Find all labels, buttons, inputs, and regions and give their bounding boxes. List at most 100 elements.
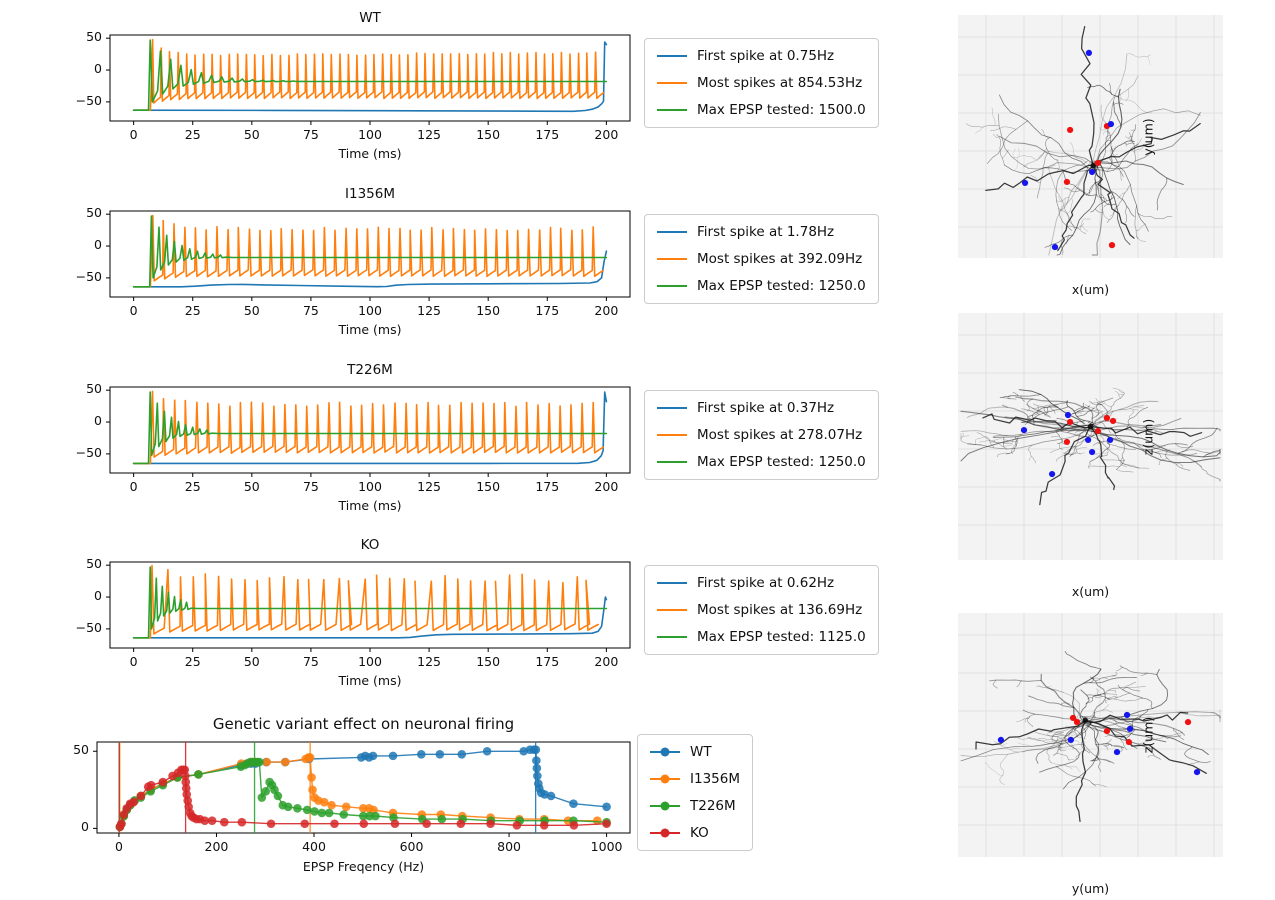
legend-item: Most spikes at 136.69Hz — [657, 602, 866, 618]
legend-wt: First spike at 0.75Hz Most spikes at 854… — [644, 38, 879, 128]
x-tick-label: 200 — [594, 654, 619, 669]
x-tick-label: 50 — [243, 127, 260, 142]
x-axis-label: Time (ms) — [338, 322, 402, 337]
legend-label: Most spikes at 854.53Hz — [697, 75, 863, 91]
legend-label: WT — [690, 744, 712, 760]
x-tick-label: 200 — [594, 303, 619, 318]
legend-label: Most spikes at 278.07Hz — [697, 427, 863, 443]
x-tick-label: 0 — [114, 839, 123, 854]
x-tick-label: 150 — [476, 654, 501, 669]
legend-ko: First spike at 0.62Hz Most spikes at 136… — [644, 565, 879, 655]
legend-t226m: First spike at 0.37Hz Most spikes at 278… — [644, 390, 879, 480]
x-tick-label: 600 — [399, 839, 424, 854]
y-tick-label: 0 — [81, 819, 89, 835]
y-tick-label: −50 — [75, 268, 102, 284]
x-tick-label: 800 — [497, 839, 521, 854]
x-tick-label: 175 — [535, 303, 560, 318]
y-tick-label: 0 — [94, 61, 102, 77]
legend-marker-swatch — [650, 801, 680, 811]
legend-item: WT — [650, 744, 740, 760]
y-tick-label: 0 — [94, 413, 102, 429]
x-tick-label: 50 — [243, 303, 260, 318]
x-tick-label: 100 — [358, 479, 382, 494]
legend-marker-swatch — [650, 774, 680, 784]
legend-label: T226M — [690, 798, 736, 814]
legend-line-swatch — [657, 636, 687, 638]
x-tick-label: 75 — [302, 654, 319, 669]
y-tick-label: 0 — [94, 588, 102, 604]
legend-line-swatch — [657, 434, 687, 436]
morphology-y-label: z(um) — [1140, 716, 1156, 754]
x-tick-label: 50 — [243, 479, 260, 494]
legend-item: Most spikes at 278.07Hz — [657, 427, 866, 443]
y-tick-label: −50 — [75, 444, 102, 460]
legend-item: Most spikes at 854.53Hz — [657, 75, 866, 91]
legend-line-swatch — [657, 55, 687, 57]
legend-label: Most spikes at 392.09Hz — [697, 251, 863, 267]
x-tick-label: 400 — [302, 839, 326, 854]
legend-label: Max EPSP tested: 1250.0 — [697, 454, 866, 470]
x-axis-label: Time (ms) — [338, 673, 402, 688]
legend-variants: WT I1356M T226M KO — [637, 734, 753, 851]
legend-label: Most spikes at 136.69Hz — [697, 602, 863, 618]
x-tick-label: 25 — [184, 479, 201, 494]
y-tick-label: 50 — [86, 381, 102, 397]
x-axis-label: Time (ms) — [338, 498, 402, 513]
x-tick-label: 200 — [204, 839, 229, 854]
y-tick-label: 50 — [86, 205, 102, 221]
x-tick-label: 200 — [594, 479, 619, 494]
legend-item: Max EPSP tested: 1500.0 — [657, 102, 866, 118]
legend-line-swatch — [657, 258, 687, 260]
y-tick-label: 50 — [86, 29, 102, 45]
legend-label: Max EPSP tested: 1250.0 — [697, 278, 866, 294]
x-tick-label: 0 — [129, 303, 138, 318]
legend-item: I1356M — [650, 771, 740, 787]
x-tick-label: 0 — [129, 654, 138, 669]
legend-item: KO — [650, 825, 740, 841]
x-tick-label: 100 — [358, 127, 382, 142]
x-tick-label: 100 — [358, 654, 382, 669]
legend-label: First spike at 1.78Hz — [697, 224, 835, 240]
legend-item: First spike at 1.78Hz — [657, 224, 866, 240]
legend-item: Most spikes at 392.09Hz — [657, 251, 866, 267]
x-tick-label: 0 — [129, 127, 138, 142]
morphology-y-label: y(um) — [1140, 117, 1156, 156]
legend-line-swatch — [657, 461, 687, 463]
summary-chart-title: Genetic variant effect on neuronal firin… — [212, 715, 515, 733]
x-axis-label: EPSP Freqency (Hz) — [302, 859, 425, 874]
x-tick-label: 0 — [129, 479, 138, 494]
legend-label: Max EPSP tested: 1125.0 — [697, 629, 866, 645]
legend-line-swatch — [657, 109, 687, 111]
x-tick-label: 150 — [476, 479, 501, 494]
morphology-x-label: x(um) — [1071, 584, 1110, 599]
panel-title-wt: WT — [359, 10, 381, 26]
x-axis-label: Time (ms) — [338, 146, 402, 161]
y-tick-label: −50 — [75, 92, 102, 108]
legend-marker-swatch — [650, 747, 680, 757]
x-tick-label: 1000 — [590, 839, 623, 854]
legend-label: KO — [690, 825, 709, 841]
legend-label: First spike at 0.37Hz — [697, 400, 835, 416]
legend-marker-swatch — [650, 828, 680, 838]
y-tick-label: 50 — [86, 556, 102, 572]
y-tick-label: 50 — [73, 742, 89, 758]
legend-item: Max EPSP tested: 1250.0 — [657, 454, 866, 470]
morphology-x-label: y(um) — [1071, 881, 1110, 896]
x-tick-label: 125 — [417, 127, 441, 142]
morphology-x-label: x(um) — [1071, 282, 1110, 297]
legend-item: Max EPSP tested: 1250.0 — [657, 278, 866, 294]
x-tick-label: 75 — [302, 127, 319, 142]
legend-item: First spike at 0.62Hz — [657, 575, 866, 591]
x-tick-label: 25 — [184, 127, 201, 142]
legend-line-swatch — [657, 407, 687, 409]
legend-label: First spike at 0.75Hz — [697, 48, 835, 64]
legend-label: First spike at 0.62Hz — [697, 575, 835, 591]
legend-item: First spike at 0.75Hz — [657, 48, 866, 64]
x-tick-label: 150 — [476, 127, 501, 142]
x-tick-label: 50 — [243, 654, 260, 669]
panel-title-t226m: T226M — [347, 362, 393, 378]
legend-item: First spike at 0.37Hz — [657, 400, 866, 416]
x-tick-label: 175 — [535, 479, 560, 494]
